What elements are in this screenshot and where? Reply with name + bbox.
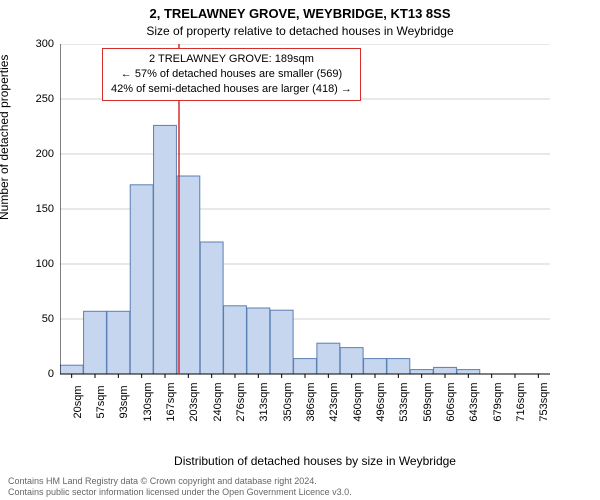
histogram-bar <box>107 311 130 374</box>
y-tick-label: 250 <box>26 93 54 105</box>
histogram-bar <box>294 359 317 374</box>
histogram-bar <box>200 242 223 374</box>
annotation-line: ← 57% of detached houses are smaller (56… <box>111 67 352 82</box>
x-tick-label: 643sqm <box>468 382 480 421</box>
y-tick-label: 100 <box>26 258 54 270</box>
chart-title-line2: Size of property relative to detached ho… <box>0 24 600 38</box>
annotation-line: 42% of semi-detached houses are larger (… <box>111 82 352 97</box>
x-tick-label: 167sqm <box>165 382 177 421</box>
histogram-bar <box>434 367 457 374</box>
chart-title-line1: 2, TRELAWNEY GROVE, WEYBRIDGE, KT13 8SS <box>0 6 600 21</box>
x-tick-label: 20sqm <box>72 385 84 418</box>
x-tick-label: 753sqm <box>538 382 550 421</box>
attribution-line1: Contains HM Land Registry data © Crown c… <box>8 476 352 487</box>
x-tick-label: 679sqm <box>492 382 504 421</box>
x-tick-label: 276sqm <box>235 382 247 421</box>
histogram-bar <box>154 125 177 374</box>
y-tick-label: 200 <box>26 148 54 160</box>
x-tick-label: 423sqm <box>328 382 340 421</box>
y-axis-label: Number of detached properties <box>0 55 11 220</box>
histogram-bar <box>224 306 247 374</box>
x-tick-label: 496sqm <box>375 382 387 421</box>
x-tick-label: 203sqm <box>188 382 200 421</box>
attribution-line2: Contains public sector information licen… <box>8 487 352 498</box>
histogram-bar <box>247 308 270 374</box>
histogram-bar <box>177 176 200 374</box>
chart-container: 2, TRELAWNEY GROVE, WEYBRIDGE, KT13 8SS … <box>0 0 600 500</box>
plot-area: 2 TRELAWNEY GROVE: 189sqm← 57% of detach… <box>60 44 570 414</box>
x-tick-label: 569sqm <box>422 382 434 421</box>
x-tick-label: 350sqm <box>282 382 294 421</box>
x-tick-label: 606sqm <box>445 382 457 421</box>
x-tick-label: 93sqm <box>118 385 130 418</box>
x-tick-label: 386sqm <box>305 382 317 421</box>
x-axis-label: Distribution of detached houses by size … <box>60 454 570 468</box>
histogram-bar <box>317 343 340 374</box>
histogram-bar <box>340 348 363 374</box>
histogram-bar <box>84 311 107 374</box>
x-tick-label: 240sqm <box>212 382 224 421</box>
y-tick-label: 150 <box>26 203 54 215</box>
histogram-bar <box>387 359 410 374</box>
attribution-text: Contains HM Land Registry data © Crown c… <box>8 476 352 498</box>
histogram-bar <box>130 185 153 374</box>
histogram-bar <box>270 310 293 374</box>
x-tick-label: 313sqm <box>258 382 270 421</box>
histogram-bar <box>60 365 83 374</box>
x-tick-label: 460sqm <box>352 382 364 421</box>
histogram-bar <box>457 370 480 374</box>
x-tick-label: 716sqm <box>515 382 527 421</box>
x-tick-label: 57sqm <box>95 385 107 418</box>
y-tick-label: 300 <box>26 38 54 50</box>
histogram-bar <box>410 370 433 374</box>
marker-annotation-box: 2 TRELAWNEY GROVE: 189sqm← 57% of detach… <box>102 48 361 101</box>
x-tick-label: 130sqm <box>142 382 154 421</box>
histogram-bar <box>364 359 387 374</box>
annotation-line: 2 TRELAWNEY GROVE: 189sqm <box>111 52 352 67</box>
y-tick-label: 50 <box>26 313 54 325</box>
y-tick-label: 0 <box>26 368 54 380</box>
x-tick-label: 533sqm <box>398 382 410 421</box>
